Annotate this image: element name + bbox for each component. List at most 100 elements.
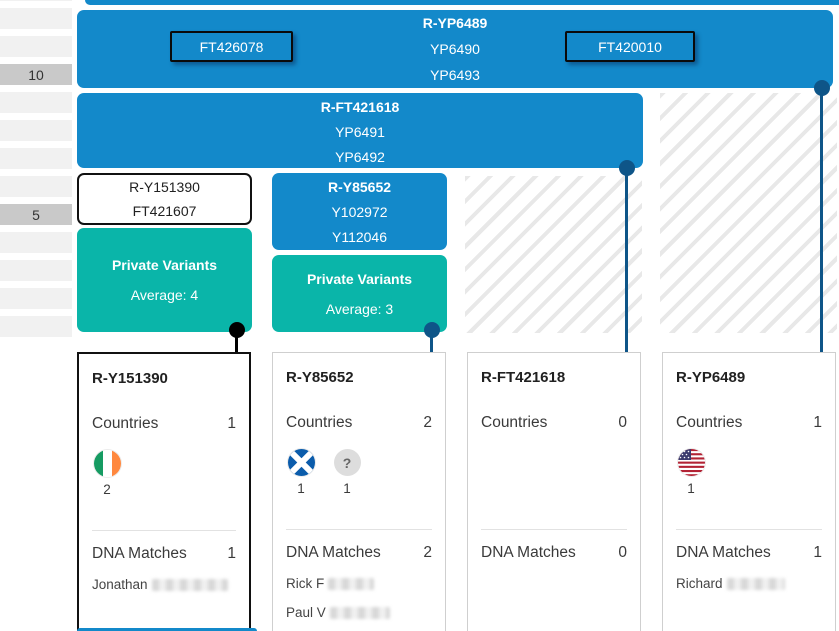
axis-row [0,0,72,1]
axis-row [0,92,72,113]
countries-count: 1 [813,414,822,431]
highlighted-variant-ft426078[interactable]: FT426078 [170,31,293,62]
match-name: Jonathan [92,577,236,592]
card-divider [92,530,236,531]
variant-label: YP6492 [335,149,385,165]
variant-label: YP6493 [430,67,480,83]
card-divider [481,529,627,530]
variant-label: Y102972 [331,204,388,220]
private-variants-y85652[interactable]: Private Variants Average: 3 [272,255,447,332]
dna-matches-label: DNA Matches [286,544,381,561]
next-block-partial[interactable] [77,628,257,631]
dna-matches-count: 0 [618,544,627,561]
block-yp6489[interactable]: R-YP6489 YP6490 YP6493 FT426078 FT420010 [77,10,833,88]
card-title: R-FT421618 [481,369,566,386]
flag-count: 2 [103,482,111,497]
flag-scotland-icon[interactable] [287,449,315,476]
axis-row [0,260,72,281]
match-first-name: Paul V [286,605,326,620]
dna-matches-label: DNA Matches [481,544,576,561]
block-title: R-FT421618 [320,99,400,115]
axis-row [0,316,72,337]
axis-row [0,288,72,309]
detail-card-yp6489[interactable]: R-YP6489 Countries 1 [662,352,836,631]
match-first-name: Rick F [286,576,325,591]
block-title: R-Y151390 [129,179,200,195]
connector-dot-y85652 [424,322,440,338]
match-first-name: Richard [676,576,723,591]
private-variants-label: Private Variants [306,270,413,287]
block-ft421618[interactable]: R-FT421618 YP6491 YP6492 [77,93,643,168]
variant-label: YP6491 [335,124,385,140]
match-name: Richard [676,576,822,591]
axis-tick-10: 10 [0,64,72,85]
match-name: Paul V [286,605,432,620]
countries-label: Countries [286,414,353,431]
countries-count: 2 [423,414,432,431]
highlighted-variant-ft420010[interactable]: FT420010 [565,31,695,62]
detail-card-ft421618[interactable]: R-FT421618 Countries 0 DNA Matches 0 [467,352,641,631]
card-title: R-YP6489 [676,369,746,386]
connector-line-y151390 [235,330,238,354]
variant-label: FT421607 [132,203,197,219]
block-y85652[interactable]: R-Y85652 Y102972 Y112046 [272,173,447,250]
redacted-surname [328,578,375,591]
axis-tick-5: 5 [0,204,72,225]
dna-matches-count: 1 [227,545,236,562]
countries-label: Countries [676,414,743,431]
flag-usa-icon[interactable] [677,449,705,476]
redacted-surname [726,578,785,591]
variant-label: FT420010 [598,38,662,55]
connector-dot-yp6489 [814,80,830,96]
redacted-surname [151,579,228,592]
connector-line-y85652 [430,330,433,354]
axis-row [0,176,72,197]
axis-row [0,148,72,169]
countries-count: 1 [227,415,236,432]
connector-dot-y151390 [229,322,245,338]
question-mark: ? [342,454,352,471]
hatch-area-ft421618 [465,176,642,333]
card-divider [286,529,432,530]
dna-matches-count: 1 [813,544,822,561]
dna-matches-label: DNA Matches [92,545,187,562]
countries-count: 0 [618,414,627,431]
card-title: R-Y85652 [286,369,354,386]
axis-row [0,36,72,57]
flag-ireland-icon[interactable] [93,450,121,477]
private-variants-average: Average: 4 [130,287,199,303]
block-title: R-Y85652 [327,179,392,195]
variant-label: YP6490 [430,41,480,57]
private-variants-y151390[interactable]: Private Variants Average: 4 [77,228,252,332]
flag-count: 1 [297,481,305,496]
block-title: R-YP6489 [422,15,488,31]
dna-matches-label: DNA Matches [676,544,771,561]
private-variants-average: Average: 3 [325,300,394,317]
card-title: R-Y151390 [92,370,168,387]
match-first-name: Jonathan [92,577,148,592]
variant-label: Y112046 [331,229,387,245]
flag-count: 1 [687,481,695,496]
detail-card-y85652[interactable]: R-Y85652 Countries 2 1 [272,352,446,631]
parent-block-partial[interactable] [85,0,839,5]
flag-unknown-icon[interactable]: ? [333,449,361,476]
flag-count: 1 [343,481,351,496]
variant-label: FT426078 [199,38,264,55]
hatch-area-yp6489 [660,93,837,333]
private-variants-label: Private Variants [111,257,218,273]
axis-row [0,232,72,253]
dna-matches-count: 2 [423,544,432,561]
axis-row [0,8,72,29]
card-divider [676,529,822,530]
connector-dot-ft421618 [619,160,635,176]
countries-label: Countries [481,414,548,431]
axis-row [0,120,72,141]
connector-line-yp6489 [820,88,823,354]
match-name: Rick F [286,576,432,591]
connector-line-ft421618 [625,168,628,354]
block-y151390-selected[interactable]: R-Y151390 FT421607 [77,173,252,225]
detail-card-y151390[interactable]: R-Y151390 Countries 1 2 [77,352,251,631]
countries-label: Countries [92,415,159,432]
redacted-surname [329,607,390,620]
